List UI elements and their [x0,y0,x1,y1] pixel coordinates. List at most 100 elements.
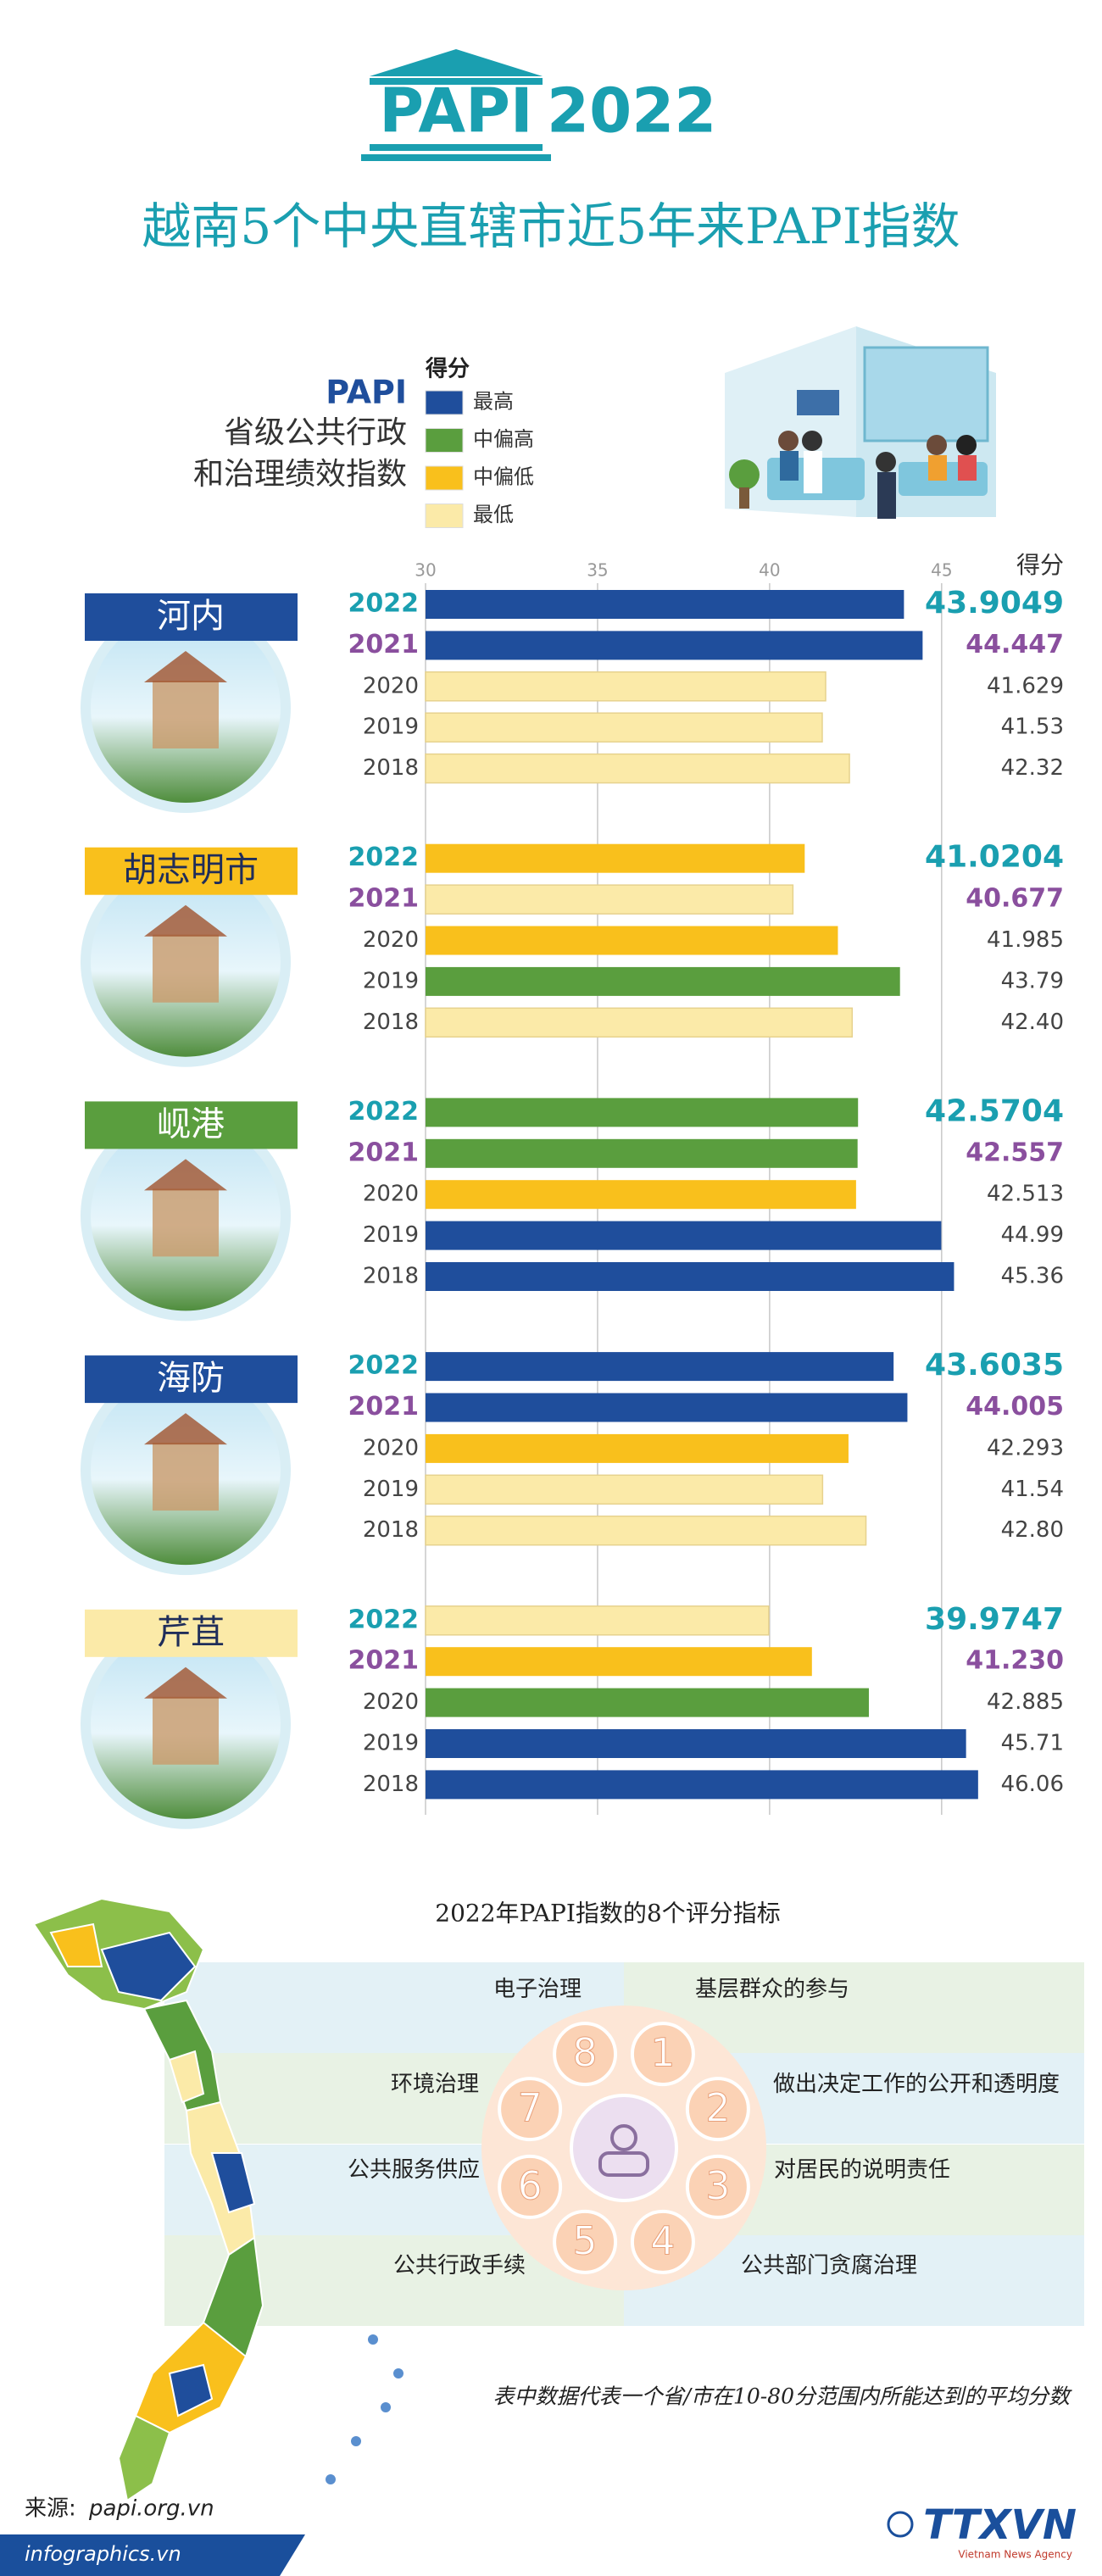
bar [425,753,850,784]
value-label: 41.54 [1001,1477,1064,1502]
year-label: 2019 [363,715,419,740]
copyright-ring [887,2511,914,2538]
year-label: 2019 [363,1477,419,1502]
bar [425,712,823,743]
city-label: 岘港 [157,1104,225,1143]
city-photo-building [153,1188,219,1257]
legend-label: 中偏低 [473,465,534,489]
indicator-number: 8 [572,2030,597,2076]
year-label: 2021 [348,630,420,659]
value-label: 42.293 [987,1435,1064,1460]
city-photo-roof [144,904,227,937]
year-label: 2022 [348,589,420,619]
city-photo-building [153,934,219,1003]
value-label: 44.447 [966,630,1064,659]
note: 表中数据代表一个省/市在10-80分范围内所能达到的平均分数 [493,2384,1072,2409]
illustration [725,326,996,519]
legend-swatch [425,504,464,528]
map-region [117,2414,171,2502]
city-photo-roof [144,651,227,682]
bar [425,884,794,915]
indicator-label: 做出决定工作的公开和透明度 [773,2072,1060,2097]
year-label: 2020 [363,1182,419,1207]
bar [426,1138,858,1168]
island [368,2334,378,2345]
city-photo-roof [144,1666,227,1699]
value-label: 42.885 [987,1689,1064,1715]
index-abbr: PAPI [326,374,407,411]
x-tick-label: 30 [415,560,436,581]
indicator-number: 4 [650,2217,675,2263]
year-label: 2022 [348,1605,420,1634]
indicator-number: 1 [650,2030,675,2076]
year-label: 2021 [348,1138,420,1167]
value-label: 46.06 [1001,1772,1064,1797]
city-label: 芹苴 [157,1613,225,1652]
bar [426,843,805,873]
bar [426,1352,894,1382]
island [393,2368,404,2378]
legend-swatch [425,390,464,415]
city-label: 海防 [157,1359,225,1398]
indicator-label: 电子治理 [493,1977,582,2002]
bar [426,1180,856,1210]
bar [426,966,900,996]
legend-label: 最高 [473,390,514,414]
bar [426,1647,812,1677]
source: papi.org.vn [88,2496,214,2522]
island [381,2402,391,2412]
source-label: 来源: [25,2496,76,2522]
bar [425,1515,867,1546]
indicator-label: 环境治理 [391,2072,479,2097]
index-name: 省级公共行政 [224,415,407,450]
index-name: 和治理绩效指数 [193,457,407,492]
legend-swatch [425,428,464,453]
city-label-box [85,1609,298,1657]
indicator-label: 公共部门贪腐治理 [741,2253,917,2278]
indicator-number: 5 [572,2217,597,2263]
x-tick-label: 40 [759,560,780,581]
legend-swatch [425,465,464,491]
value-label: 45.36 [1001,1264,1064,1289]
city-label-box [85,1101,298,1149]
city-label-box [85,1355,298,1404]
bar [426,590,904,619]
value-label: 45.71 [1001,1731,1064,1756]
value-label: 44.005 [966,1392,1064,1422]
bar [425,1605,770,1636]
bar [426,1770,978,1800]
agency: TTXVN [923,2501,1077,2549]
indicator-number: 6 [517,2162,542,2208]
indicator-badge [553,2209,618,2274]
year-label: 2020 [363,673,419,698]
value-label: 43.79 [1001,968,1064,993]
indicator-number: 3 [705,2162,730,2208]
indicator-badge [553,2022,618,2087]
value-label: 41.53 [1001,715,1064,740]
year-label: 2021 [348,884,420,914]
indicator-number: 2 [705,2085,730,2131]
legend-label: 中偏高 [473,427,534,451]
indicator-label: 公共行政手续 [393,2253,526,2278]
value-label: 41.230 [966,1646,1064,1676]
value-label: 42.5704 [925,1093,1064,1128]
year-label: 2020 [363,1689,419,1715]
people-icon [610,2124,637,2151]
year-label: 2018 [363,1772,419,1797]
year-label: 2022 [348,1351,420,1381]
city-label: 河内 [157,597,225,636]
indicator-label: 基层群众的参与 [695,1977,849,2002]
city-label: 胡志明市 [123,851,259,890]
year-label: 2020 [363,1435,419,1460]
site-band [0,2534,305,2576]
x-tick-label: 35 [587,560,608,581]
city-label-box [85,847,298,895]
map-region [100,1931,197,2002]
bar [426,1393,908,1422]
island [326,2474,336,2484]
value-label: 41.629 [987,673,1064,698]
bar [426,631,923,660]
map-region [49,1922,103,1967]
city-photo-roof [144,1413,227,1445]
